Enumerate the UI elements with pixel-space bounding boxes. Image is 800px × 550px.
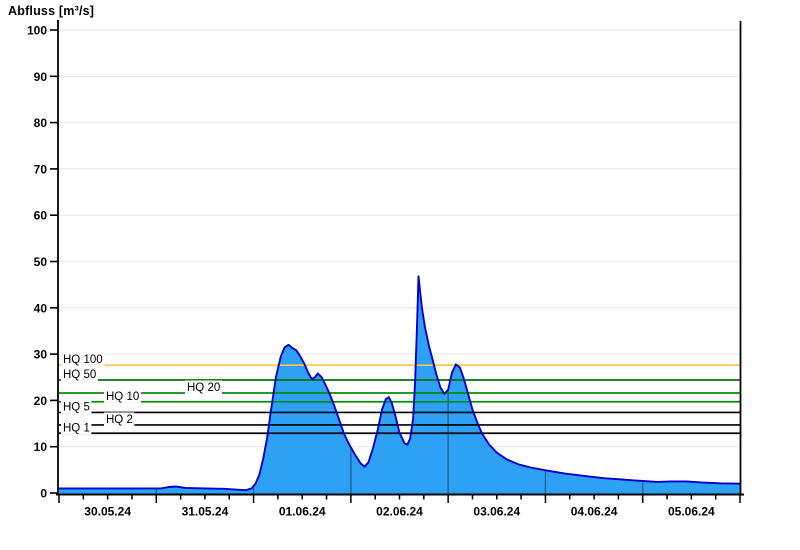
discharge-curve	[59, 275, 741, 492]
y-tick-label: 0	[40, 487, 47, 501]
y-tick-label: 20	[34, 394, 48, 408]
hq-label-hq-50: HQ 50	[63, 369, 96, 381]
y-tick-label: 50	[34, 255, 48, 269]
y-tick-label: 70	[34, 162, 48, 176]
hq-label-bg	[61, 352, 105, 367]
x-tick-label: 02.06.24	[376, 505, 423, 519]
x-tick-label: 03.06.24	[473, 505, 520, 519]
hq-label-bg	[61, 367, 98, 382]
x-tick-label: 31.05.24	[182, 505, 229, 519]
chart-title: Abfluss [m³/s]	[8, 4, 95, 18]
hq-label-hq-20: HQ 20	[187, 382, 220, 394]
hq-label-hq-2: HQ 2	[106, 414, 133, 426]
y-tick-label: 10	[34, 440, 48, 454]
hq-label-bg	[185, 380, 222, 394]
y-tick-label: 100	[27, 24, 47, 38]
x-tick-label: 30.05.24	[84, 505, 131, 519]
hq-label-hq-100: HQ 100	[63, 354, 103, 366]
hq-label-bg	[61, 399, 92, 414]
hq-label-bg	[61, 420, 92, 435]
y-tick-label: 30	[34, 348, 48, 362]
y-tick-label: 60	[34, 209, 48, 223]
y-tick-label: 40	[34, 301, 48, 315]
y-tick-label: 90	[34, 70, 48, 84]
y-tick-label: 80	[34, 116, 48, 130]
hq-label-hq-10: HQ 10	[106, 391, 139, 403]
x-tick-label: 04.06.24	[571, 505, 618, 519]
discharge-area	[59, 276, 740, 494]
hq-label-bg	[104, 412, 135, 426]
x-tick-label: 01.06.24	[279, 505, 326, 519]
x-tick-label: 05.06.24	[668, 505, 715, 519]
hq-label-hq-5: HQ 5	[63, 401, 90, 413]
hq-label-bg	[104, 389, 141, 403]
hq-label-hq-1: HQ 1	[63, 422, 90, 434]
